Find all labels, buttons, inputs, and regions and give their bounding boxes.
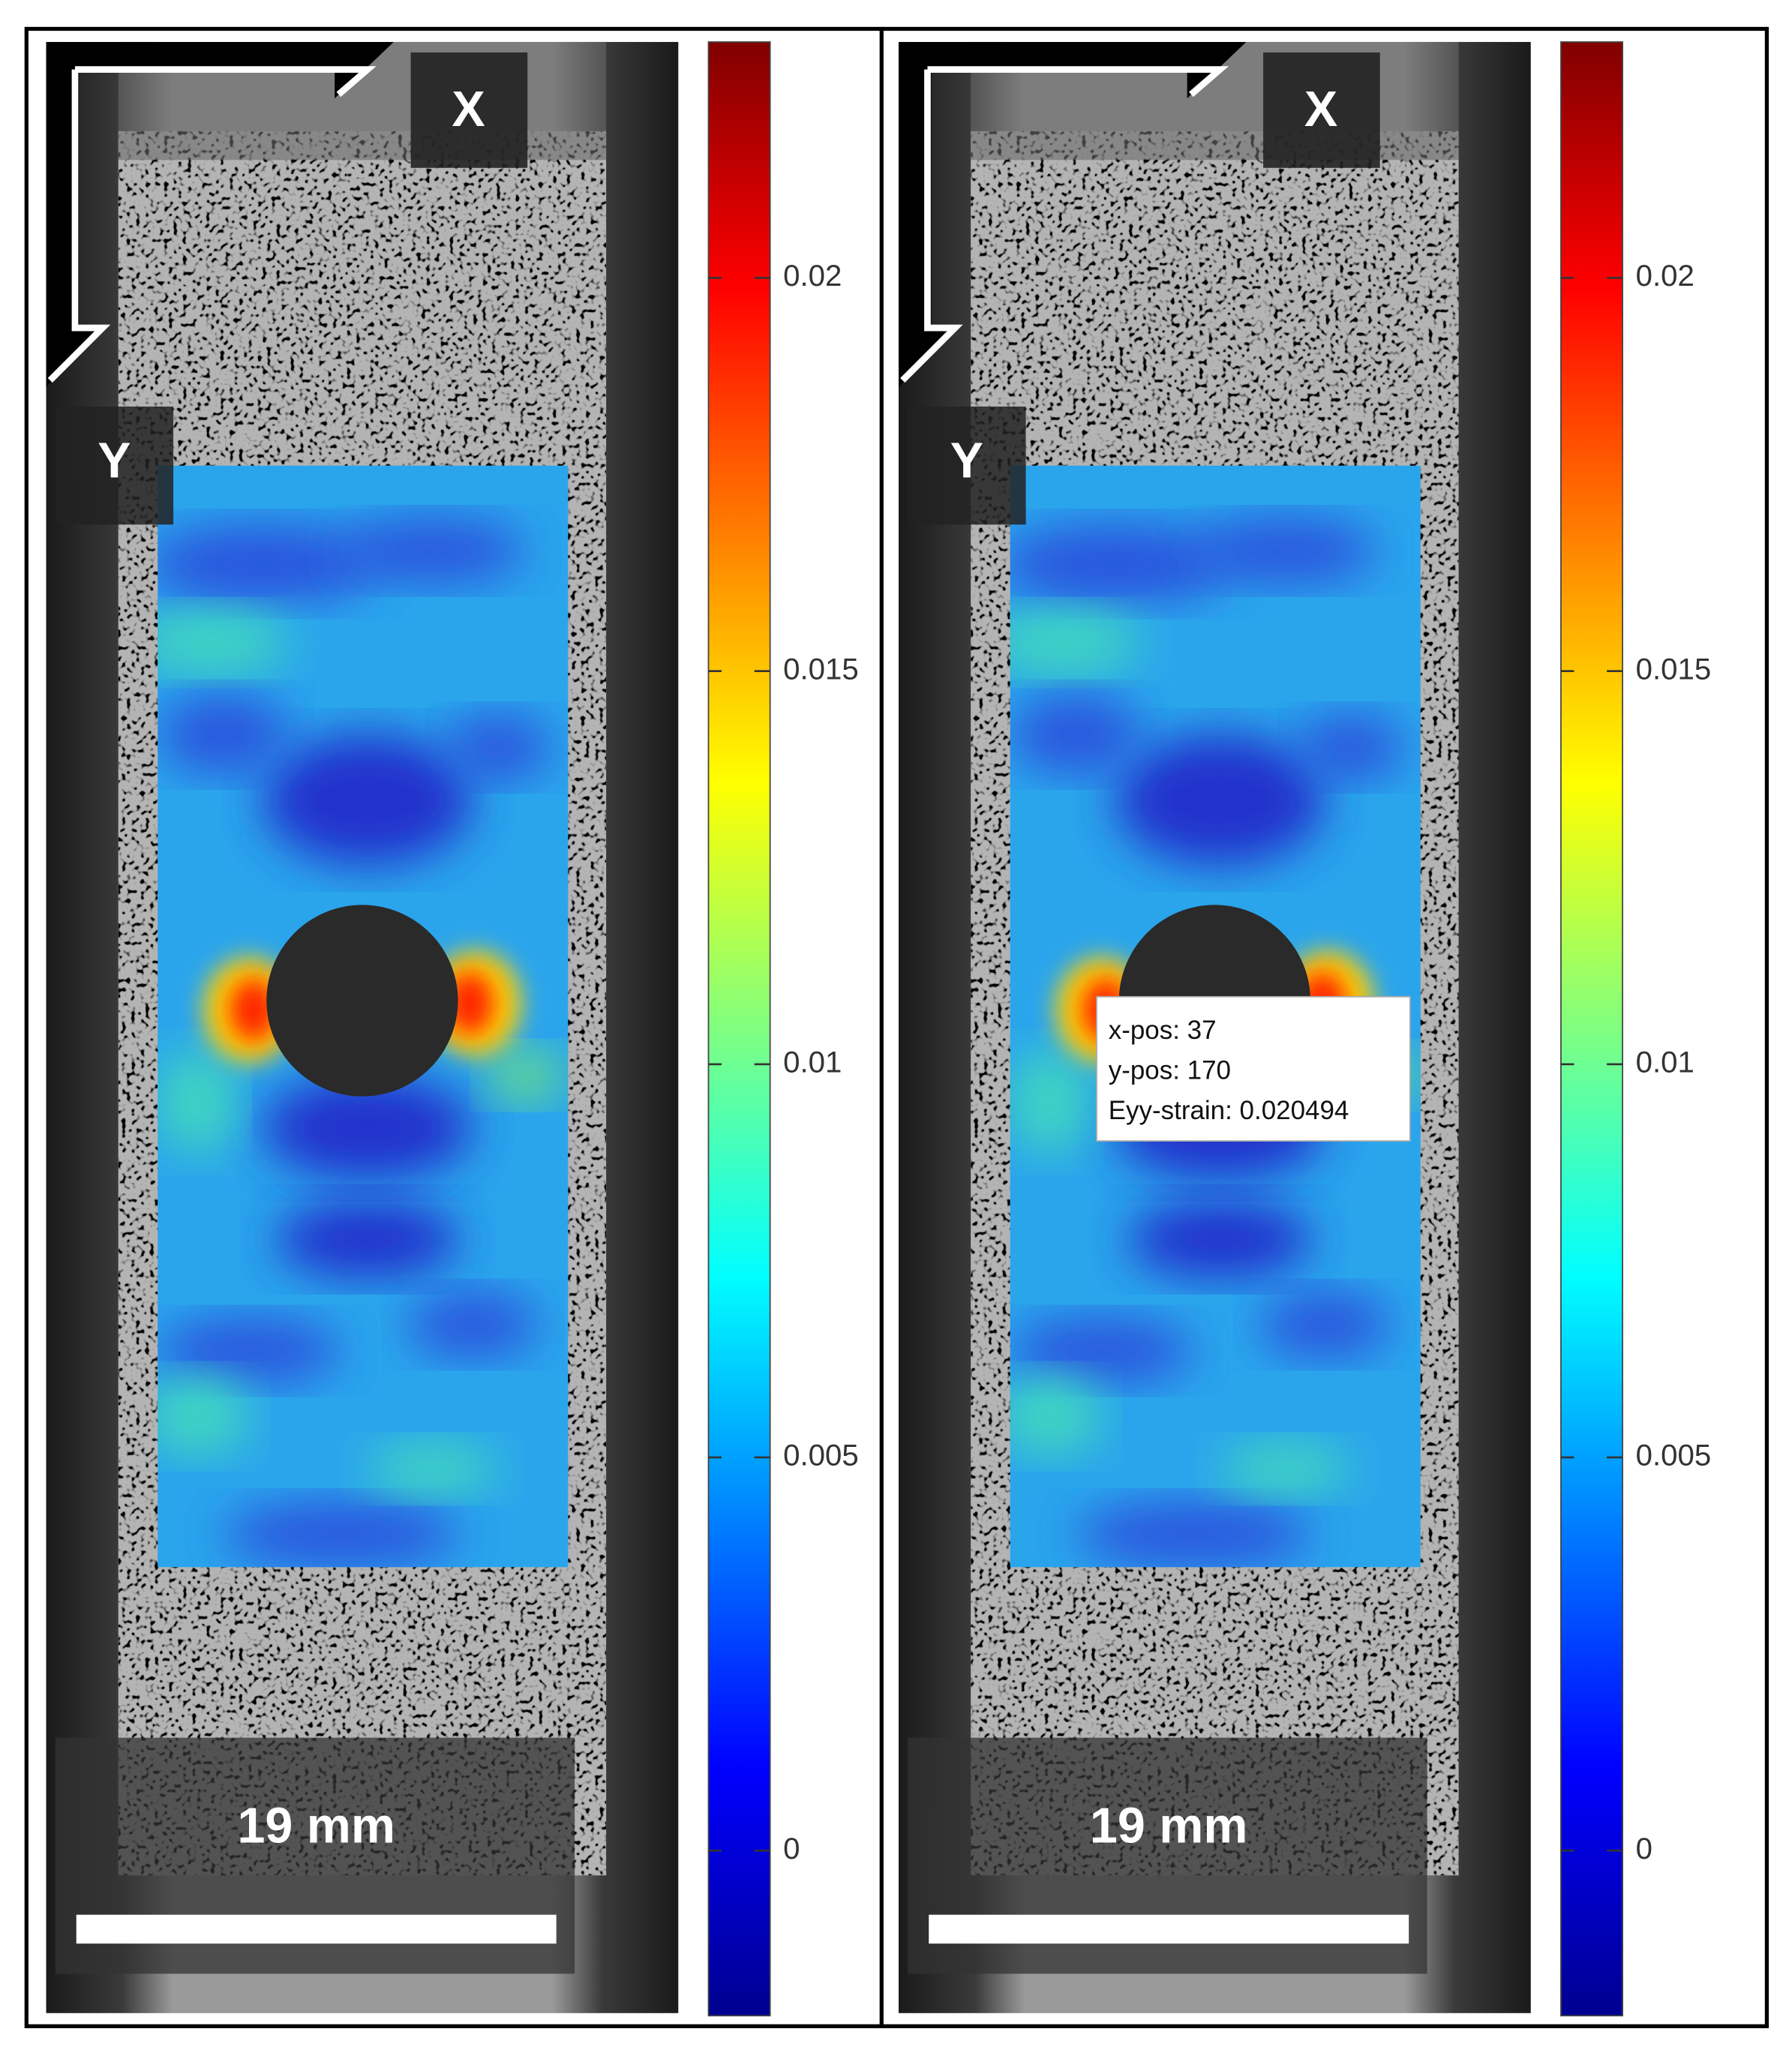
colorbar-tick-label: 0.015: [783, 652, 859, 686]
panel: X Y 19 mm 0 0.005 0.01 0.015 0.02: [46, 41, 859, 2017]
strain-region: [1010, 524, 1233, 604]
colorbar: [1560, 41, 1623, 2017]
strain-region: [1010, 1376, 1102, 1456]
axis-indicator-outline: [900, 66, 1229, 383]
strain-region: [1259, 1292, 1391, 1358]
strain-region: [407, 1292, 539, 1358]
y-label-box: [908, 407, 1026, 525]
strain-region: [485, 1049, 565, 1102]
strain-region: [1010, 1318, 1194, 1384]
strain-hotspot: [446, 971, 494, 1035]
strain-region: [1220, 1442, 1352, 1496]
data-tip-line: x-pos: 37: [1109, 1016, 1217, 1045]
data-tip: [1096, 995, 1411, 1142]
colorbar-tick-label: 0.005: [783, 1439, 859, 1472]
strain-region: [158, 695, 289, 774]
colorbar-tick-label: 0.01: [783, 1045, 842, 1079]
y-label-box: [55, 407, 174, 525]
colorbar-tick-label: 0: [1636, 1832, 1652, 1865]
strain-region: [263, 734, 473, 866]
colorbar-tick-label: 0.01: [1636, 1045, 1694, 1079]
colorbar-tick-label: 0.02: [1636, 259, 1694, 293]
strain-field: [158, 465, 569, 1568]
y-axis-label: Y: [950, 433, 983, 488]
colorbar: [707, 41, 771, 2017]
strain-region: [1193, 518, 1378, 584]
strain-region: [1010, 610, 1142, 676]
strain-region: [158, 610, 289, 676]
strain-region: [446, 714, 551, 781]
y-axis-label: Y: [98, 433, 131, 488]
scale-bar: [76, 1914, 557, 1944]
panel: X Y 19 mm 0 0.005 0.01 0.015 0.02 x-pos: 37 y-pos…: [898, 41, 1712, 2017]
strain-region: [1010, 695, 1142, 774]
x-label-box: [410, 52, 528, 168]
scale-bar-label: 19 mm: [237, 1799, 395, 1854]
strain-region: [158, 524, 381, 604]
colorbar-tick-label: 0.02: [783, 259, 842, 293]
colorbar-tick-label: 0.005: [1636, 1439, 1712, 1472]
strain-region: [1127, 1199, 1312, 1279]
data-tip-line: y-pos: 170: [1109, 1056, 1231, 1085]
strain-region: [223, 1501, 460, 1568]
strain-region: [158, 1049, 237, 1154]
strain-region: [158, 1376, 250, 1456]
strain-region: [341, 518, 525, 584]
x-label-box: [1263, 52, 1380, 168]
strain-region: [263, 1075, 473, 1181]
scale-bar: [929, 1914, 1409, 1944]
strain-region: [1010, 1049, 1089, 1154]
strain-region: [158, 1318, 341, 1384]
strain-region: [367, 1442, 499, 1496]
colorbar-tick-label: 0.015: [1636, 652, 1712, 686]
strain-region: [1298, 714, 1404, 781]
scale-bar-label: 19 mm: [1090, 1799, 1247, 1854]
data-tip-line: Eyy-strain: 0.020494: [1109, 1096, 1349, 1125]
strain-region: [275, 1199, 460, 1279]
strain-region: [1115, 734, 1325, 866]
axis-indicator-outline: [47, 66, 377, 383]
x-axis-label: X: [1304, 82, 1337, 137]
strain-hotspot: [230, 978, 278, 1042]
colorbar-tick-label: 0: [783, 1832, 800, 1865]
strain-region: [1076, 1501, 1312, 1568]
hole: [266, 905, 458, 1097]
x-axis-label: X: [452, 82, 485, 137]
